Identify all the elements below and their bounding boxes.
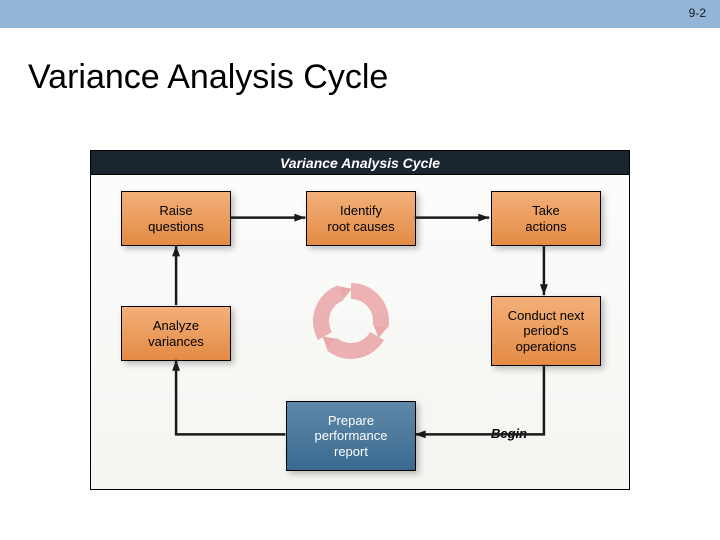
page-number: 9-2 bbox=[689, 6, 706, 20]
node-identify-root-causes: Identifyroot causes bbox=[306, 191, 416, 246]
node-label: Conduct nextperiod'soperations bbox=[508, 308, 585, 355]
node-take-actions: Takeactions bbox=[491, 191, 601, 246]
slide-title: Variance Analysis Cycle bbox=[28, 58, 388, 97]
node-conduct-next-period: Conduct nextperiod'soperations bbox=[491, 296, 601, 366]
top-bar bbox=[0, 0, 720, 28]
cycle-icon bbox=[301, 271, 401, 371]
node-raise-questions: Raisequestions bbox=[121, 191, 231, 246]
diagram-frame: Variance Analysis Cycle Raisequestions I… bbox=[90, 150, 630, 490]
node-label: Prepareperformancereport bbox=[315, 413, 388, 460]
diagram-title: Variance Analysis Cycle bbox=[91, 151, 629, 175]
node-analyze-variances: Analyzevariances bbox=[121, 306, 231, 361]
node-label: Raisequestions bbox=[148, 203, 204, 234]
node-label: Identifyroot causes bbox=[327, 203, 394, 234]
node-label: Analyzevariances bbox=[148, 318, 204, 349]
begin-label: Begin bbox=[491, 426, 527, 441]
node-prepare-report: Prepareperformancereport bbox=[286, 401, 416, 471]
node-label: Takeactions bbox=[525, 203, 566, 234]
